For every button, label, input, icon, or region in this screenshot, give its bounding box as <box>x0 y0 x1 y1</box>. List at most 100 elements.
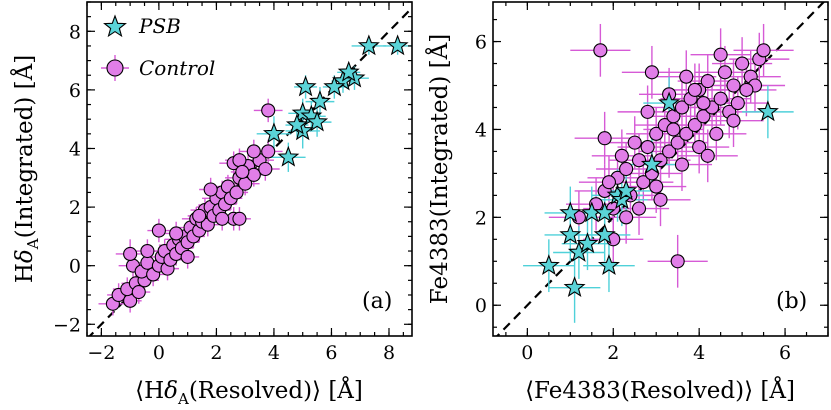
panel-b-control-point-14 <box>662 144 677 159</box>
panel-a-xtick-label: 6 <box>325 342 337 364</box>
panel-b-psb-point-13 <box>640 153 663 174</box>
panel-b-control-point-9 <box>640 139 655 155</box>
panel-a-xlabel-post: (Resolved)⟩ [Å] <box>189 376 363 404</box>
panel-a-ylabel-delta: δ <box>12 249 38 263</box>
panel-b-control-point-48 <box>713 47 728 62</box>
panel-a-control-point-49 <box>235 164 250 179</box>
panel-b-control-point-44 <box>614 148 629 163</box>
panel-a-psb-point-1 <box>357 34 380 56</box>
panel-b-control-point-38 <box>597 131 612 146</box>
panel-a-control-point-46 <box>261 144 276 159</box>
panel-b-control-point-39 <box>670 254 685 269</box>
panel-b-control-point-59 <box>739 82 754 97</box>
panel-a-xtick-label: 4 <box>268 342 280 364</box>
panel-a-ticks: −2 0 2 4 6 8 −2 0 2 4 6 8 <box>53 1 412 364</box>
legend: PSB Control <box>101 14 215 81</box>
panel-a-control-point-39 <box>229 185 244 200</box>
panel-b-control-point-58 <box>679 69 694 84</box>
panel-b-control-point-53 <box>700 148 715 163</box>
panel-b-psb-point-7 <box>593 223 616 245</box>
panel-a-xlabel-pre: ⟨H <box>135 378 164 404</box>
panel-b-psb-point-0 <box>537 254 560 276</box>
panel-b-control-point-45 <box>631 201 647 216</box>
panel-b-xlabel: ⟨Fe4383(Resolved)⟩ [Å] <box>525 376 795 404</box>
panel-a-xlabel-delta: δ <box>164 378 178 404</box>
panel-b-psb-point-15 <box>756 100 779 122</box>
panel-b-psb-point-9 <box>593 201 616 223</box>
panel-b-frame <box>492 1 829 337</box>
panel-b-control-point-25 <box>709 126 724 141</box>
legend-control-label: Control <box>139 56 215 80</box>
panel-a-ytick-label: 4 <box>69 138 81 160</box>
panel-b-control-point-51 <box>619 210 634 225</box>
panel-a-psb-point-5 <box>323 75 346 97</box>
panel-a-psb-point-0 <box>386 34 409 56</box>
panel-a-markers <box>88 6 412 336</box>
panel-b-control-point-8 <box>636 175 651 190</box>
panel-b-control-point-11 <box>649 126 664 141</box>
panel-b-psb-point-1 <box>563 276 586 298</box>
panel-b-psb-point-5 <box>559 201 582 223</box>
panel-b-ylabel: Fe4383(Integrated) [Å] <box>425 34 453 304</box>
panel-b-psb-point-4 <box>576 232 599 254</box>
panel-b-plot-area <box>495 2 826 336</box>
panel-b-control-point-34 <box>756 43 771 58</box>
panel-a-psb-point-7 <box>294 75 317 97</box>
panel-a-xlabel-sub: A <box>177 390 189 408</box>
panel-b-control-point-26 <box>713 91 728 106</box>
panel-b-psb-point-8 <box>597 254 620 276</box>
panel-b-psb-point-12 <box>615 179 638 201</box>
panel-b-ticks: 0 2 4 6 0 2 4 6 <box>475 2 829 364</box>
panel-a-ytick-label: 8 <box>69 21 81 43</box>
panel-a-psb-point-4 <box>337 60 360 82</box>
panel-b-control-point-41 <box>649 179 664 194</box>
panel-b-control-point-55 <box>666 122 681 137</box>
panel-b-control-point-18 <box>679 126 694 141</box>
panel-a-psb-point-10 <box>306 110 329 132</box>
panel-b-control-point-43 <box>692 139 707 155</box>
panel-b-xtick-label: 6 <box>779 342 791 364</box>
panel-b-control-point-5 <box>619 161 634 177</box>
panel-a-ytick-label: 2 <box>69 197 81 219</box>
panel-b-control-point-17 <box>674 100 690 115</box>
legend-psb-star-icon <box>103 14 127 38</box>
panel-b-control-point-42 <box>674 157 690 172</box>
panel-a-control-point-8 <box>123 246 138 262</box>
panel-a-control-point-56 <box>215 211 230 226</box>
panel-b-ytick-label: 6 <box>475 32 487 54</box>
panel-a-ytick-label: −2 <box>53 314 81 336</box>
panel-a-control-point-51 <box>261 103 276 118</box>
panel-a-psb-point-6 <box>308 90 331 111</box>
panel-b-control-point-37 <box>593 43 608 58</box>
panel-b-control-point-16 <box>670 135 685 150</box>
panel-a-psb-point-12 <box>285 113 308 135</box>
panel-a-ytick-label: 6 <box>69 80 81 102</box>
panel-a-control-point-58 <box>169 226 184 241</box>
panel-a-control-point-45 <box>258 161 273 177</box>
panel-b-control-point-52 <box>653 192 668 207</box>
panel-a-ylabel-sub: A <box>24 238 42 250</box>
panel-a-ylabel-post: (Integrated) [Å] <box>10 55 38 239</box>
panel-b-ytick-label: 2 <box>475 207 487 229</box>
panel-a-psb-point-14 <box>277 145 300 167</box>
panel-a-xtick-label: 8 <box>383 342 395 364</box>
panel-a-control-point-10 <box>140 255 155 270</box>
panel-a-ytick-label: 0 <box>69 256 81 278</box>
panel-a-control-point-54 <box>192 208 207 223</box>
panel-b-psb-point-2 <box>559 223 582 245</box>
panel-b-xtick-label: 2 <box>607 342 619 364</box>
panel-a-xtick-label: 2 <box>210 342 222 364</box>
panel-b-control-point-56 <box>696 96 711 111</box>
panel-a-control-point-43 <box>246 167 261 182</box>
panel-b-markers <box>495 2 826 336</box>
panel-a-control-point-5 <box>131 285 146 300</box>
panel-a-xtick-label: 0 <box>153 342 165 364</box>
panel-a-control-point-52 <box>151 223 166 238</box>
panel-a-control-point-57 <box>232 211 247 226</box>
panel-b-label: (b) <box>776 289 807 314</box>
panel-a-label: (a) <box>362 289 392 314</box>
panel-b-control-point-57 <box>640 104 655 119</box>
panel-b-control-point-40 <box>627 135 642 150</box>
legend-psb-label: PSB <box>138 14 181 38</box>
